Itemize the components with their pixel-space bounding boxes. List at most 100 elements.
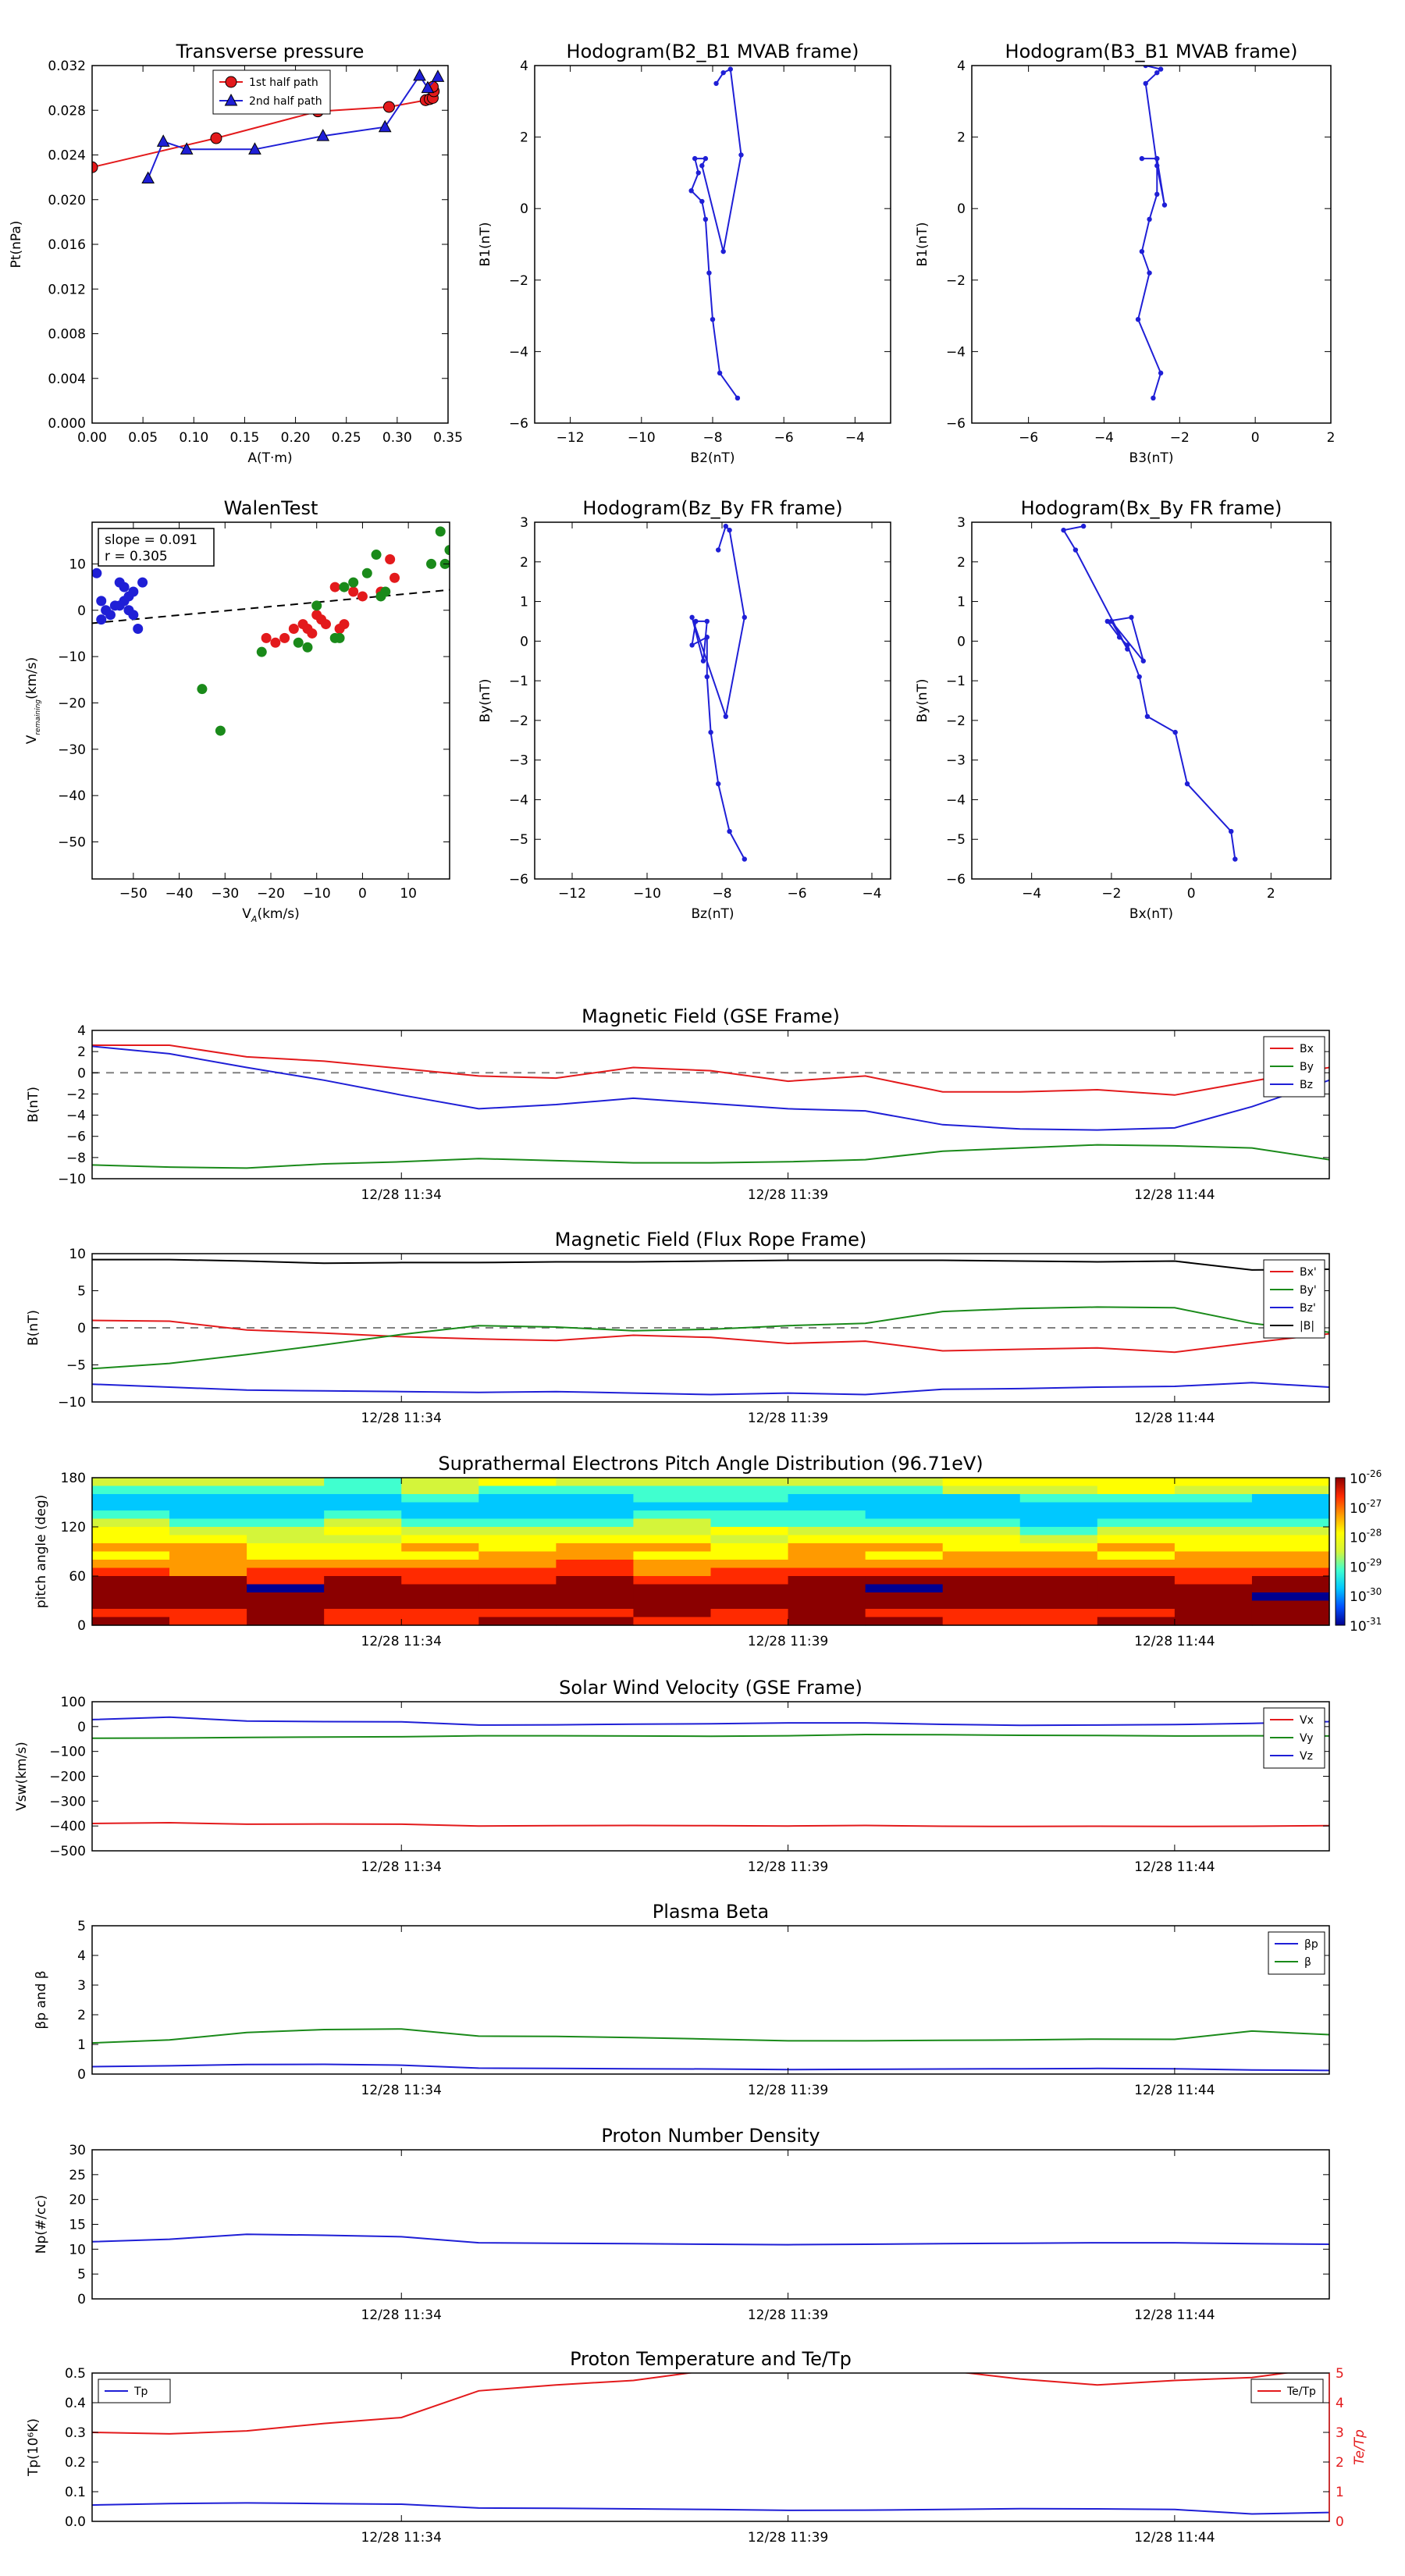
heatmap-cell <box>169 1600 247 1610</box>
heatmap-cell <box>556 1617 635 1626</box>
heatmap-cell <box>92 1485 170 1495</box>
heatmap-cell <box>247 1576 325 1585</box>
heatmap-cell <box>169 1502 247 1511</box>
heatmap-cell <box>1097 1518 1176 1528</box>
plot-area <box>1061 523 1238 862</box>
y-tick-label: 20 <box>69 2193 86 2208</box>
heatmap-cell <box>401 1617 479 1626</box>
data-point <box>727 527 732 533</box>
data-point <box>225 76 237 88</box>
time-tick-label: 12/28 11:39 <box>748 1634 828 1649</box>
data-point <box>156 134 170 147</box>
x-axis-label: VA(km/s) <box>242 906 299 924</box>
heatmap-cell <box>92 1494 170 1503</box>
y-axis-label: Tp(10⁶K) <box>26 2418 41 2477</box>
time-tick-label: 12/28 11:44 <box>1134 2530 1215 2546</box>
heatmap-cell <box>942 1485 1021 1495</box>
data-point <box>1139 155 1145 162</box>
data-point <box>270 637 281 648</box>
heatmap-cell <box>788 1494 866 1503</box>
data-point <box>96 614 107 625</box>
data-point <box>307 628 318 639</box>
heatmap-cell <box>556 1543 635 1553</box>
heatmap-cell <box>169 1527 247 1536</box>
heatmap-cell <box>710 1584 789 1593</box>
data-point <box>1143 80 1148 87</box>
y-tick-label: −40 <box>58 788 86 804</box>
time-tick-label: 12/28 11:34 <box>361 1411 442 1426</box>
y-tick-label: −4 <box>509 792 528 808</box>
heatmap-cell <box>401 1592 479 1602</box>
data-point <box>261 632 272 643</box>
heatmap-cell <box>1019 1592 1098 1602</box>
data-point <box>699 198 705 205</box>
y-tick-label: 4 <box>77 1948 86 1964</box>
legend-label: |B| <box>1300 1320 1314 1332</box>
heatmap-cell <box>324 1609 402 1618</box>
y-tick-label: 0 <box>77 1720 86 1735</box>
heatmap-cell <box>788 1584 866 1593</box>
y-tick-label: 2 <box>957 130 966 146</box>
y-tick-label: 0 <box>77 2292 86 2307</box>
y-tick-label: 0.5 <box>65 2366 86 2382</box>
y-tick-label: 2 <box>1336 2455 1344 2471</box>
heatmap-cell <box>710 1576 789 1585</box>
heatmap-cell <box>169 1510 247 1520</box>
heatmap-cell <box>247 1510 325 1520</box>
heatmap-cell <box>478 1535 557 1544</box>
heatmap-cell <box>92 1592 170 1602</box>
time-tick-label: 12/28 11:39 <box>748 2530 828 2546</box>
x-axis-label: Bz(nT) <box>691 906 734 922</box>
data-point <box>742 856 747 862</box>
heatmap-cell <box>865 1609 944 1618</box>
data-point <box>320 619 331 630</box>
y-axis-label-sub: remaining <box>34 699 42 735</box>
data-point <box>1154 69 1160 76</box>
heatmap-cell <box>92 1576 170 1585</box>
heatmap-cell <box>710 1609 789 1618</box>
data-point <box>413 68 426 81</box>
x-tick-label: −8 <box>712 886 731 902</box>
colorbar-tick-base: 10 <box>1350 1589 1367 1605</box>
heatmap-cell <box>556 1510 635 1520</box>
data-point <box>1129 614 1134 621</box>
series-line-Bz' <box>92 1382 1329 1396</box>
y-tick-label: −400 <box>49 1819 86 1834</box>
heatmap-cell <box>710 1485 789 1495</box>
data-point <box>1154 155 1160 162</box>
x-tick-label: −20 <box>257 886 285 902</box>
heatmap-cell <box>1097 1543 1176 1553</box>
plot-frame <box>971 521 1332 880</box>
heatmap-cell <box>478 1584 557 1593</box>
data-point <box>1116 635 1122 640</box>
data-point <box>1158 370 1164 376</box>
y-tick-label: 0 <box>77 1321 86 1336</box>
heatmap-cell <box>247 1543 325 1553</box>
heatmap-cell <box>401 1543 479 1553</box>
y-tick-label: 0 <box>520 201 528 217</box>
heatmap-cell <box>1019 1567 1098 1577</box>
y-tick-label: 0.024 <box>48 148 86 164</box>
x-tick-label: 2 <box>1267 886 1275 902</box>
heatmap-cell <box>1251 1609 1330 1618</box>
data-point <box>1147 270 1152 276</box>
heatmap-cell <box>92 1478 170 1487</box>
time-tick-label: 12/28 11:44 <box>1134 1187 1215 1203</box>
legend-label: β <box>1304 1956 1311 1969</box>
y-tick-label: 2 <box>77 1044 86 1060</box>
chart-title: Magnetic Field (Flux Rope Frame) <box>555 1229 866 1251</box>
data-point <box>197 684 208 695</box>
heatmap-cell <box>942 1494 1021 1503</box>
heatmap-cell <box>556 1592 635 1602</box>
heatmap-cell <box>92 1527 170 1536</box>
heatmap-cell <box>710 1617 789 1626</box>
y-tick-label: 2 <box>520 130 528 146</box>
x-tick-label: −4 <box>1022 886 1041 902</box>
heatmap-cell <box>865 1617 944 1626</box>
plot-frame <box>91 65 449 424</box>
heatmap-cell <box>556 1502 635 1511</box>
heatmap-cell <box>324 1560 402 1569</box>
colorbar <box>1335 1477 1346 1626</box>
heatmap-cell <box>247 1560 325 1569</box>
x-tick-label: −12 <box>558 886 586 902</box>
